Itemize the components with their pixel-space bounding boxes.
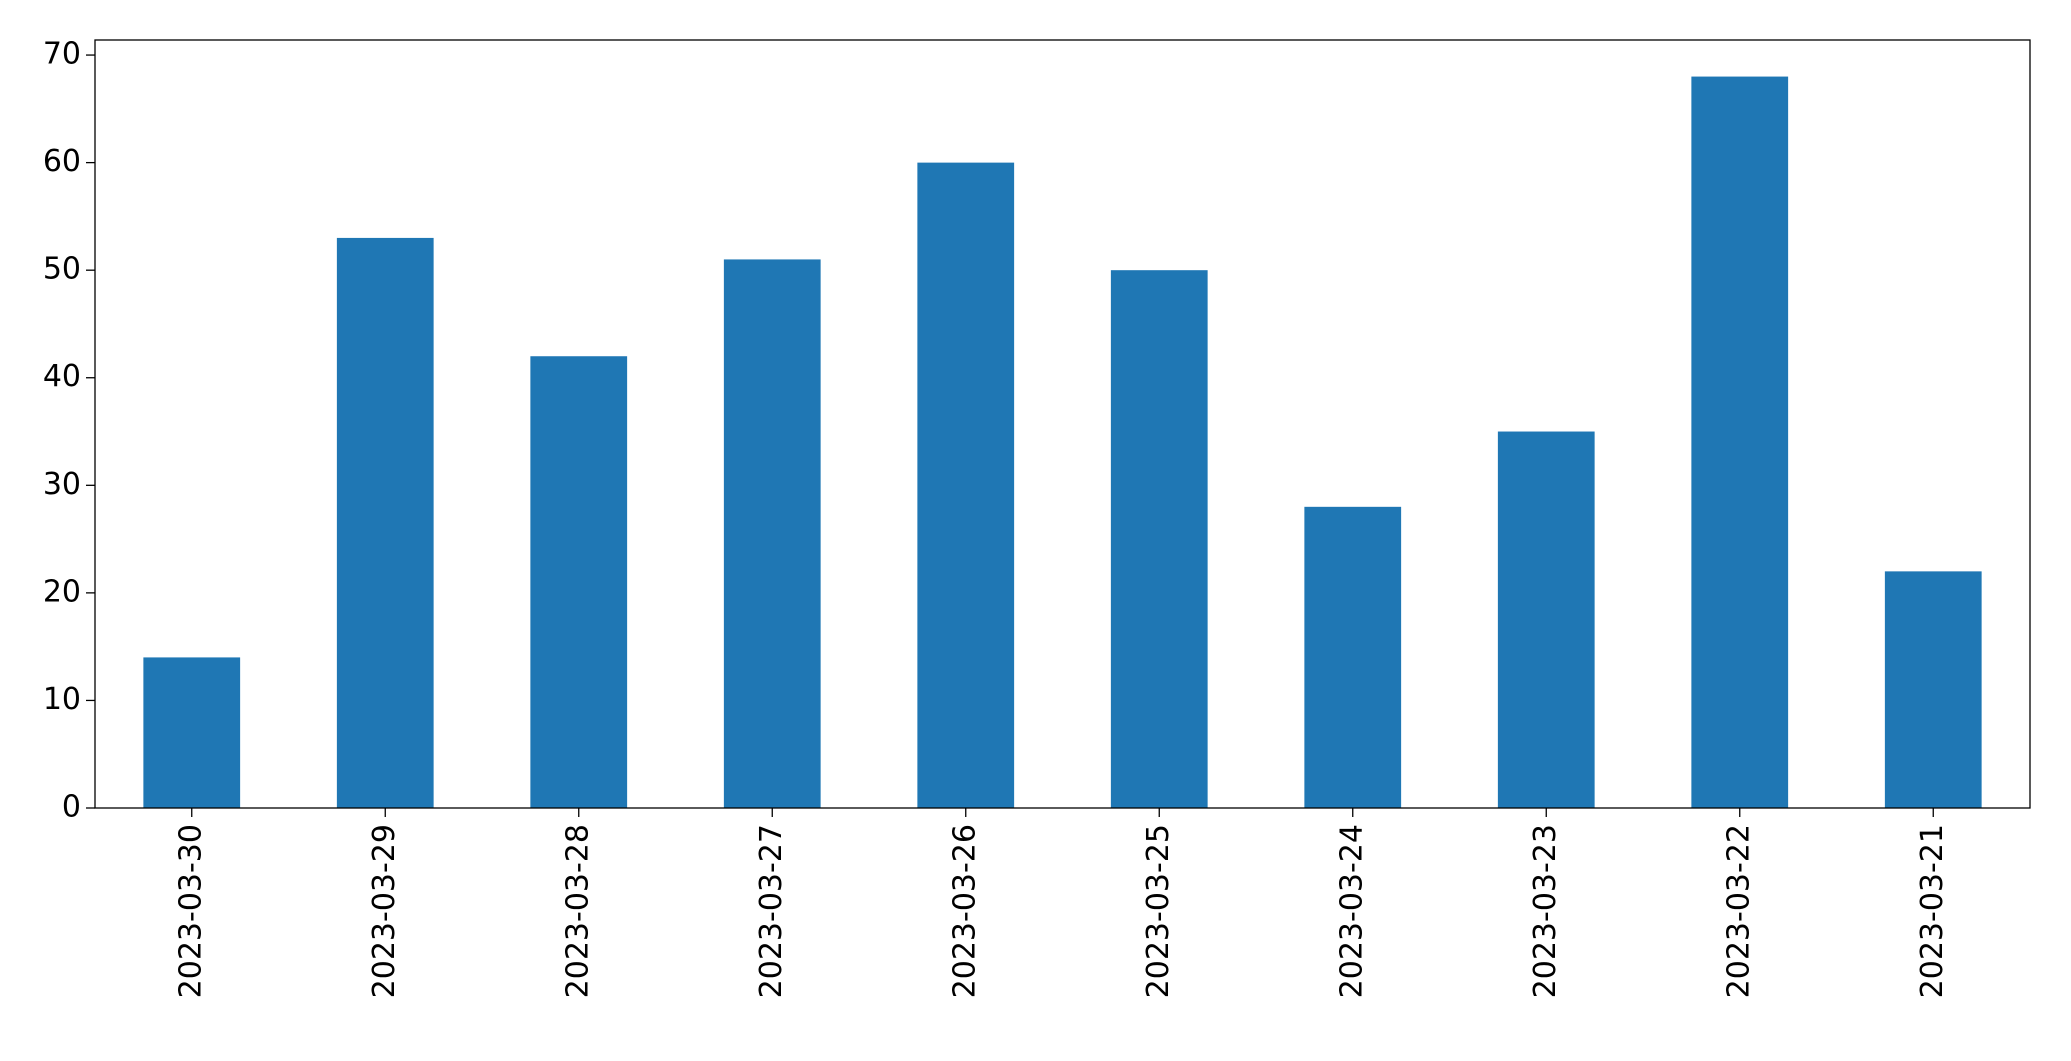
y-tick-label: 50 (43, 252, 81, 287)
x-tick-label: 2023-03-27 (754, 824, 789, 998)
plot-frame (94, 39, 2031, 809)
x-tick-label: 2023-03-23 (1528, 824, 1563, 998)
bar (336, 237, 434, 809)
y-tick-label: 60 (43, 144, 81, 179)
x-tick-label: 2023-03-24 (1334, 824, 1369, 998)
bar (1691, 76, 1789, 809)
y-tick-label: 30 (43, 467, 81, 502)
x-tick-label: 2023-03-30 (173, 824, 208, 998)
bar (1110, 270, 1208, 808)
bar (530, 356, 628, 808)
bar (1304, 506, 1402, 808)
bar (1497, 431, 1595, 808)
x-tick-label: 2023-03-22 (1721, 824, 1756, 998)
x-tick-label: 2023-03-26 (947, 824, 982, 998)
y-tick-label: 70 (43, 37, 81, 72)
y-tick-label: 10 (43, 682, 81, 717)
y-tick-label: 20 (43, 574, 81, 609)
x-tick-label: 2023-03-28 (560, 824, 595, 998)
bar (917, 162, 1015, 809)
x-tick-label: 2023-03-21 (1915, 824, 1950, 998)
bar (723, 259, 821, 808)
y-tick-label: 40 (43, 359, 81, 394)
x-tick-label: 2023-03-29 (367, 824, 402, 998)
y-tick-label: 0 (62, 790, 81, 825)
bar (143, 657, 241, 808)
x-tick-label: 2023-03-25 (1141, 824, 1176, 998)
bar (1884, 571, 1982, 808)
